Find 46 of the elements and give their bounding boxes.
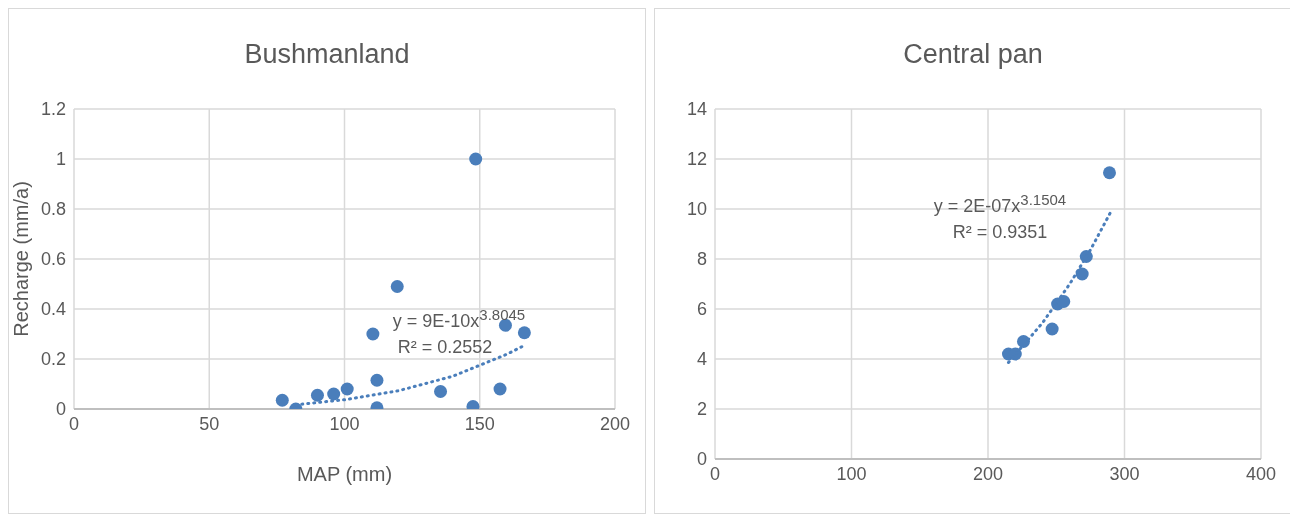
y-tick-label: 6 xyxy=(696,299,707,320)
point xyxy=(275,393,289,407)
y-tick-label: 14 xyxy=(686,99,707,120)
x-tick-label: 100 xyxy=(836,463,867,484)
y-tick-label: 12 xyxy=(686,149,707,170)
chart-title: Bushmanland xyxy=(243,38,411,71)
x-tick-label: 200 xyxy=(972,463,1004,484)
y-tick-label: 2 xyxy=(696,399,707,420)
chart-title: Central pan xyxy=(902,38,1044,71)
y-tick-label: 1.2 xyxy=(40,99,66,120)
y-tick-label: 1 xyxy=(55,149,66,170)
annotation: y = 2E-07x$^{3.1504}$ xyxy=(932,191,1068,217)
x-tick-label: 0 xyxy=(709,463,721,484)
y-tick-label: 0.6 xyxy=(40,249,66,270)
point xyxy=(366,327,380,341)
x-tick-label: 100 xyxy=(329,413,360,434)
point xyxy=(327,387,341,401)
point xyxy=(1045,322,1059,336)
y-axis-title: Recharge (mm/a) xyxy=(10,181,33,337)
x-tick-label: 50 xyxy=(199,413,220,434)
y-tick-label: 8 xyxy=(696,249,707,270)
annotation: y = 9E-10x$^{3.8045}$ xyxy=(391,306,527,332)
point xyxy=(434,385,448,398)
x-tick-label: 400 xyxy=(1245,463,1277,484)
y-tick-label: 0 xyxy=(696,449,707,470)
annotation: R² = 0.2552 xyxy=(396,336,494,358)
y-tick-label: 10 xyxy=(686,199,707,220)
point xyxy=(310,388,324,402)
x-tick-label: 0 xyxy=(68,413,80,434)
y-tick-label: 0.8 xyxy=(40,199,66,220)
x-tick-label: 150 xyxy=(464,413,495,434)
x-axis-title: MAP (mm) xyxy=(296,463,393,485)
y-tick-label: 0.4 xyxy=(40,299,66,320)
point xyxy=(1102,166,1116,180)
annotation: R² = 0.9351 xyxy=(951,221,1049,243)
y-tick-label: 0.2 xyxy=(40,349,66,370)
point xyxy=(517,326,531,340)
point xyxy=(493,382,507,396)
y-tick-label: 0 xyxy=(55,399,66,420)
y-tick-label: 4 xyxy=(696,349,707,370)
point xyxy=(390,280,404,293)
point xyxy=(469,152,483,166)
x-tick-label: 300 xyxy=(1109,463,1140,484)
point xyxy=(340,382,354,396)
point xyxy=(370,373,384,387)
x-tick-label: 200 xyxy=(599,413,631,434)
